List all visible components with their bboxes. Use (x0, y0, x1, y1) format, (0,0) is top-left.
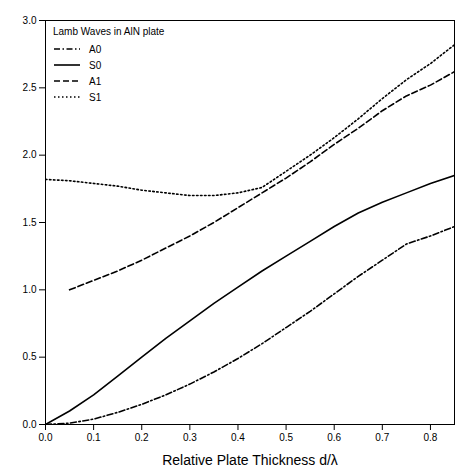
svg-text:0.4: 0.4 (231, 432, 245, 443)
svg-text:0.0: 0.0 (23, 419, 37, 430)
svg-text:3.0: 3.0 (23, 15, 37, 26)
html-text:A1: A1 (89, 75, 102, 87)
svg-text:2.5: 2.5 (23, 82, 37, 93)
svg-text:0.5: 0.5 (279, 432, 293, 443)
svg-text:0.7: 0.7 (375, 432, 389, 443)
svg-text:1.5: 1.5 (23, 217, 37, 228)
html-text:S0: S0 (89, 59, 102, 71)
svg-text:0.2: 0.2 (135, 432, 149, 443)
svg-text:2.0: 2.0 (23, 149, 37, 160)
svg-text:0.5: 0.5 (23, 351, 37, 362)
svg-text:Relative Plate Thickness d/λ: Relative Plate Thickness d/λ (162, 452, 338, 468)
svg-text:0.1: 0.1 (87, 432, 101, 443)
svg-text:0.0: 0.0 (39, 432, 53, 443)
html-text:S1: S1 (89, 91, 102, 103)
html-text:Lamb Waves in AlN plate: Lamb Waves in AlN plate (53, 26, 165, 37)
svg-text:0.6: 0.6 (327, 432, 341, 443)
svg-text:0.3: 0.3 (183, 432, 197, 443)
svg-text:1.0: 1.0 (23, 284, 37, 295)
html-text:A0: A0 (89, 43, 102, 55)
svg-text:0.8: 0.8 (423, 432, 437, 443)
